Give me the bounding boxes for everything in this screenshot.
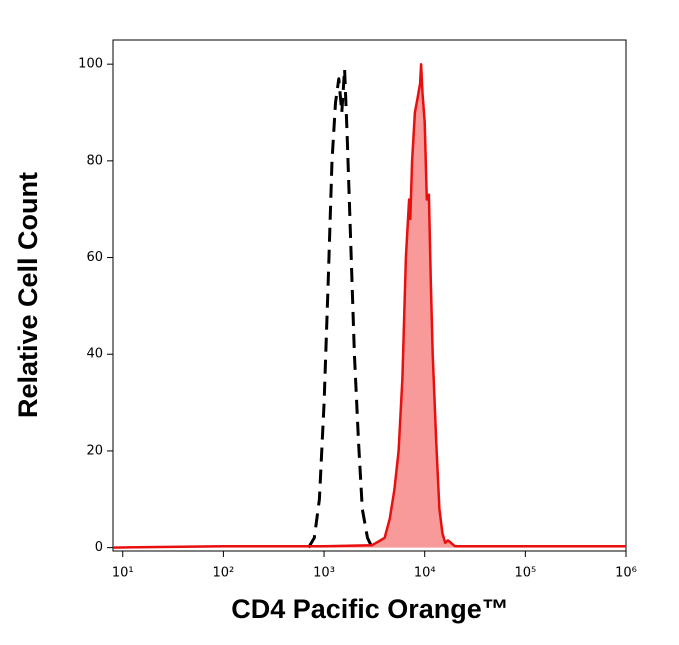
y-tick-label: 0	[95, 540, 103, 555]
y-tick-label: 60	[86, 250, 103, 265]
y-axis-label: Relative Cell Count	[13, 172, 43, 418]
histogram-line	[112, 62, 626, 549]
x-tick-label: 10⁴	[414, 566, 436, 581]
x-tick-label: 10⁶	[615, 566, 637, 581]
x-tick-label: 10¹	[112, 566, 134, 581]
x-tick-label: 10³	[313, 566, 335, 581]
y-tick-label: 100	[78, 57, 103, 72]
y-tick-label: 40	[86, 347, 103, 362]
x-tick-label: 10⁵	[514, 566, 536, 581]
plot-frame	[112, 39, 627, 552]
histogram-line	[307, 67, 374, 549]
x-axis-label: CD4 Pacific Orange™	[231, 594, 509, 624]
y-tick-label: 20	[86, 443, 103, 458]
x-tick-label: 10²	[213, 566, 235, 581]
histogram-area	[113, 64, 626, 548]
y-tick-label: 80	[86, 153, 103, 168]
